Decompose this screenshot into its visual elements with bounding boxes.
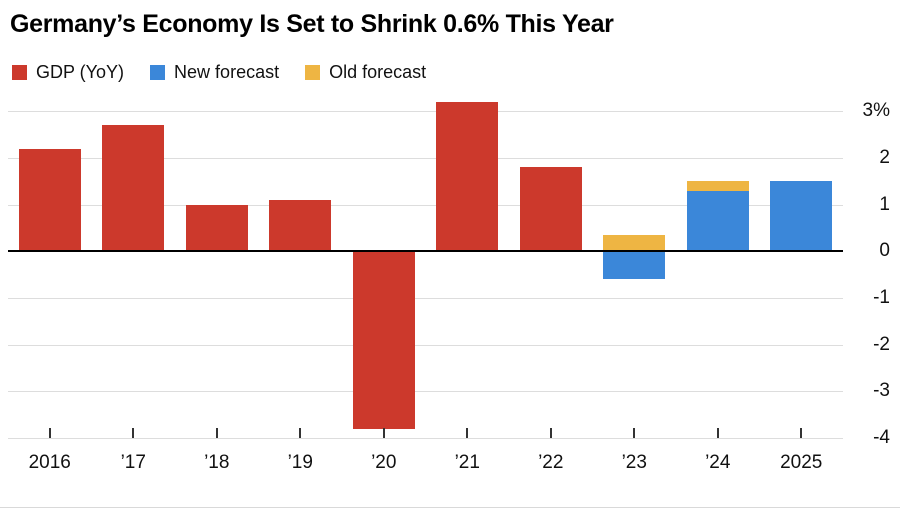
gridline [8, 204, 843, 206]
y-tick-label: 2 [879, 147, 890, 168]
x-tick [716, 428, 719, 438]
x-tick [800, 428, 803, 438]
x-tick-label: ’24 [705, 452, 731, 473]
bar-new-forecast-2025 [770, 181, 833, 252]
bar-gdp-yoy--21 [436, 102, 499, 252]
legend-label: Old forecast [329, 62, 427, 82]
zero-axis-line [8, 250, 843, 253]
x-axis-labels: 2016 ’17 ’18 ’19 ’20 ’21 ’22 ’23 ’24 2025 [8, 452, 843, 478]
x-tick-label: ’18 [204, 452, 230, 473]
x-tick-label: ’23 [621, 452, 647, 473]
x-tick [382, 428, 385, 438]
gridline [8, 438, 843, 439]
bar-new-forecast-23 [603, 251, 666, 280]
gridline [8, 298, 843, 299]
y-tick-label: 1 [879, 193, 890, 215]
legend-swatch-icon [305, 65, 321, 80]
y-tick-label: 3% [862, 100, 890, 122]
bar-gdp-yoy--20 [352, 251, 415, 429]
y-tick-label: -3 [873, 380, 890, 402]
x-tick [633, 428, 636, 438]
gridline [8, 344, 843, 346]
x-tick-label: ’20 [371, 452, 397, 473]
x-tick-label: ’17 [120, 452, 146, 473]
legend-item-1: GDP (YoY) [12, 62, 124, 83]
bottom-divider [0, 507, 900, 508]
x-tick [215, 428, 218, 438]
bar-old-forecast-23 [603, 235, 666, 252]
y-tick-label: 0 [879, 240, 890, 262]
x-tick [299, 428, 302, 438]
x-tick-label: 2025 [780, 452, 823, 473]
bar-new-forecast-24 [686, 190, 749, 252]
x-tick [466, 428, 469, 438]
gridline [8, 111, 843, 113]
bar-gdp-yoy--2016 [18, 148, 81, 252]
x-tick-label: ’22 [538, 452, 564, 473]
bar-gdp-yoy--17 [102, 125, 165, 252]
chart-title: Germany’s Economy Is Set to Shrink 0.6% … [10, 10, 614, 38]
y-tick-label: -1 [873, 287, 890, 308]
legend-swatch-icon [12, 65, 27, 80]
bar-gdp-yoy--22 [519, 167, 582, 252]
legend-item-2: New forecast [150, 62, 279, 83]
x-tick-label: 2016 [28, 452, 71, 473]
x-tick [48, 428, 51, 438]
bar-gdp-yoy--19 [269, 200, 332, 252]
legend-label: New forecast [174, 62, 280, 82]
bar-gdp-yoy--18 [185, 204, 248, 252]
x-tick [549, 428, 552, 438]
x-tick-label: ’21 [454, 452, 480, 473]
legend-label: GDP (YoY) [36, 62, 125, 82]
gridline [8, 391, 843, 393]
y-tick-label: -4 [873, 427, 890, 448]
chart-legend: GDP (YoY) New forecast Old forecast [12, 62, 426, 83]
gridline [8, 158, 843, 159]
plot-area [8, 95, 843, 445]
x-tick [132, 428, 135, 438]
y-axis-labels: 3% 2 1 0 -1 -2 -3 -4 [838, 95, 890, 448]
x-tick-label: ’19 [287, 452, 313, 473]
y-tick-label: -2 [873, 333, 890, 355]
legend-swatch-icon [150, 65, 166, 80]
legend-item-3: Old forecast [305, 62, 426, 83]
